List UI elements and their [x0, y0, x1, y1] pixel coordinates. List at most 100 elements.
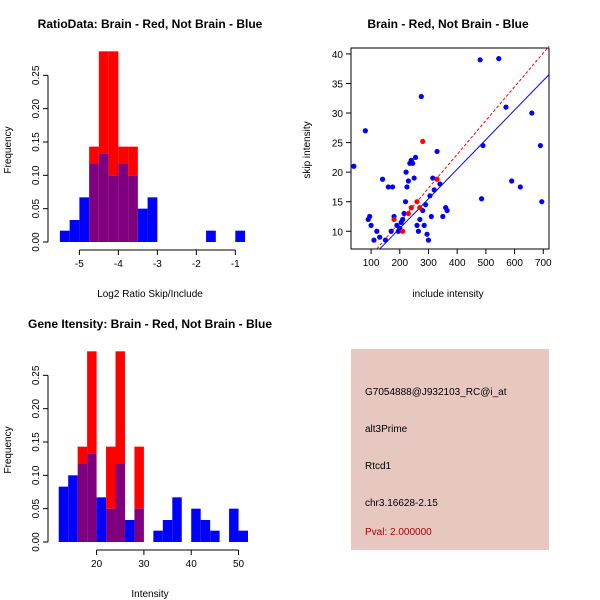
gene-histogram-x-tick-label: 30: [138, 559, 150, 570]
scatter-point-brain: [414, 199, 420, 205]
gene-histogram-x-tick-label: 50: [233, 559, 245, 570]
scatter-point-brain: [434, 176, 440, 182]
ratio-histogram-bar-overlap: [98, 153, 109, 242]
scatter-y-tick-label: 15: [332, 198, 344, 209]
scatter-y-tick-label: 10: [332, 227, 344, 238]
scatter-point-not-brain: [402, 199, 409, 205]
ratio-histogram-ylabel: Frequency: [3, 126, 14, 173]
scatter-point-not-brain: [418, 93, 424, 100]
scatter-point-not-brain: [477, 57, 483, 63]
scatter-point-not-brain: [390, 184, 396, 190]
gene-name: Rtcd1: [365, 461, 392, 472]
ratio-histogram-bar-brain: [89, 146, 99, 164]
scatter-point-not-brain: [351, 163, 357, 169]
scatter-point-not-brain: [385, 184, 391, 190]
scatter-point-brain: [391, 216, 397, 223]
ratio-histogram-bar-brain: [108, 51, 119, 176]
scatter-y-tick-label: 40: [332, 50, 344, 61]
ratio-histogram-bar-brain: [98, 51, 109, 154]
scatter-point-brain: [400, 228, 406, 234]
gene-histogram-bar-not-brain: [58, 486, 69, 542]
scatter-point-not-brain: [374, 228, 380, 234]
gene-histogram-bar-brain: [87, 351, 97, 454]
scatter-point-brain: [420, 138, 426, 145]
scatter-y-tick-label: 35: [332, 79, 344, 90]
ratio-histogram-y-tick-label: 0.00: [31, 232, 42, 252]
gene-histogram-bar-not-brain: [153, 530, 163, 542]
scatter-point-not-brain: [362, 128, 368, 134]
scatter-point-not-brain: [478, 196, 485, 202]
scatter-point-not-brain: [480, 142, 486, 149]
p-value: Pval: 2.000000: [365, 527, 432, 538]
scatter-point-not-brain: [377, 234, 383, 240]
gene-histogram-x-tick-label: 40: [186, 559, 198, 570]
gene-histogram-bar-not-brain: [68, 475, 78, 542]
ratio-histogram-x-tick-label: -1: [231, 259, 240, 270]
probe-id: G7054888@J932103_RC@i_at: [365, 387, 507, 398]
genomic-location: chr3.16628-2.15: [365, 498, 438, 509]
gene-histogram-y-tick-label: 0.25: [31, 365, 42, 385]
scatter-point-not-brain: [414, 222, 420, 228]
gene-histogram-title: Gene Itensity: Brain - Red, Not Brain - …: [28, 317, 272, 331]
gene-histogram-bar-overlap: [87, 453, 97, 542]
scatter-x-tick-label: 500: [478, 258, 495, 269]
gene-histogram-xlabel: Intensity: [131, 589, 168, 600]
gene-histogram-bar-not-brain: [200, 520, 211, 542]
ratio-histogram-bar-not-brain: [147, 197, 158, 242]
gene-histogram-y-tick-label: 0.10: [31, 465, 42, 485]
gene-histogram-bar-not-brain: [162, 520, 173, 542]
ratio-histogram-y-tick-label: 0.05: [31, 198, 42, 218]
scatter-fit-line-not-brain: [379, 74, 550, 250]
scatter-point-not-brain: [425, 237, 432, 243]
scatter-title: Brain - Red, Not Brain - Blue: [367, 17, 529, 31]
gene-histogram-y-tick-label: 0.00: [31, 532, 42, 552]
scatter-x-tick-label: 200: [391, 258, 408, 269]
scatter-point-not-brain: [410, 160, 416, 166]
ratio-histogram-x-tick-label: -2: [192, 259, 201, 270]
scatter-point-not-brain: [503, 104, 509, 110]
scatter-x-tick-label: 300: [420, 258, 437, 269]
gene-histogram-y-tick-label: 0.20: [31, 398, 42, 418]
gene-histogram-bar-not-brain: [210, 530, 220, 542]
gene-histogram-bar-not-brain: [172, 497, 182, 542]
ratio-histogram-bar-brain: [128, 146, 138, 176]
scatter-fit-line-brain: [376, 45, 550, 250]
ratio-histogram-y-tick-label: 0.15: [31, 132, 42, 152]
scatter-y-tick-label: 25: [332, 139, 344, 150]
ratio-histogram-bar-not-brain: [69, 220, 80, 242]
gene-histogram-ylabel: Frequency: [3, 426, 14, 473]
ratio-histogram-y-tick-label: 0.10: [31, 165, 42, 185]
scatter-point-not-brain: [430, 175, 436, 181]
gene-histogram-bar-overlap: [115, 464, 125, 542]
scatter-point-brain: [408, 205, 414, 211]
scatter-point-not-brain: [434, 148, 440, 155]
intensity-scatter-panel: Brain - Red, Not Brain - Blue include in…: [302, 17, 552, 300]
gene-histogram-y-tick-label: 0.15: [31, 432, 42, 452]
scatter-point-not-brain: [428, 213, 434, 220]
scatter-point-not-brain: [529, 110, 535, 116]
ratio-histogram-y-tick-label: 0.20: [31, 98, 42, 118]
scatter-point-brain: [405, 210, 411, 217]
gene-histogram-bar-overlap: [77, 464, 88, 542]
scatter-xlabel: include intensity: [412, 289, 483, 300]
ratio-histogram-x-tick-label: -3: [153, 259, 162, 270]
scatter-point-not-brain: [424, 231, 430, 237]
scatter-point-not-brain: [440, 213, 446, 220]
scatter-point-brain: [417, 205, 423, 211]
gene-histogram-bar-not-brain: [124, 520, 135, 542]
ratio-histogram-bar-overlap: [108, 175, 119, 242]
scatter-point-not-brain: [444, 207, 450, 214]
scatter-point-not-brain: [404, 184, 410, 190]
ratio-histogram-x-tick-label: -4: [114, 259, 123, 270]
gene-histogram-panel: Gene Itensity: Brain - Red, Not Brain - …: [3, 317, 272, 600]
ratio-histogram-bar-brain: [118, 146, 129, 164]
scatter-point-not-brain: [437, 181, 443, 187]
gene-histogram-bar-not-brain: [96, 497, 107, 542]
gene-histogram-bar-brain: [134, 446, 144, 509]
scatter-point-not-brain: [379, 176, 386, 182]
scatter-point-not-brain: [421, 222, 427, 228]
ratio-histogram-bar-overlap: [118, 164, 129, 242]
scatter-point-not-brain: [411, 175, 417, 181]
gene-histogram-bar-brain: [106, 446, 116, 509]
